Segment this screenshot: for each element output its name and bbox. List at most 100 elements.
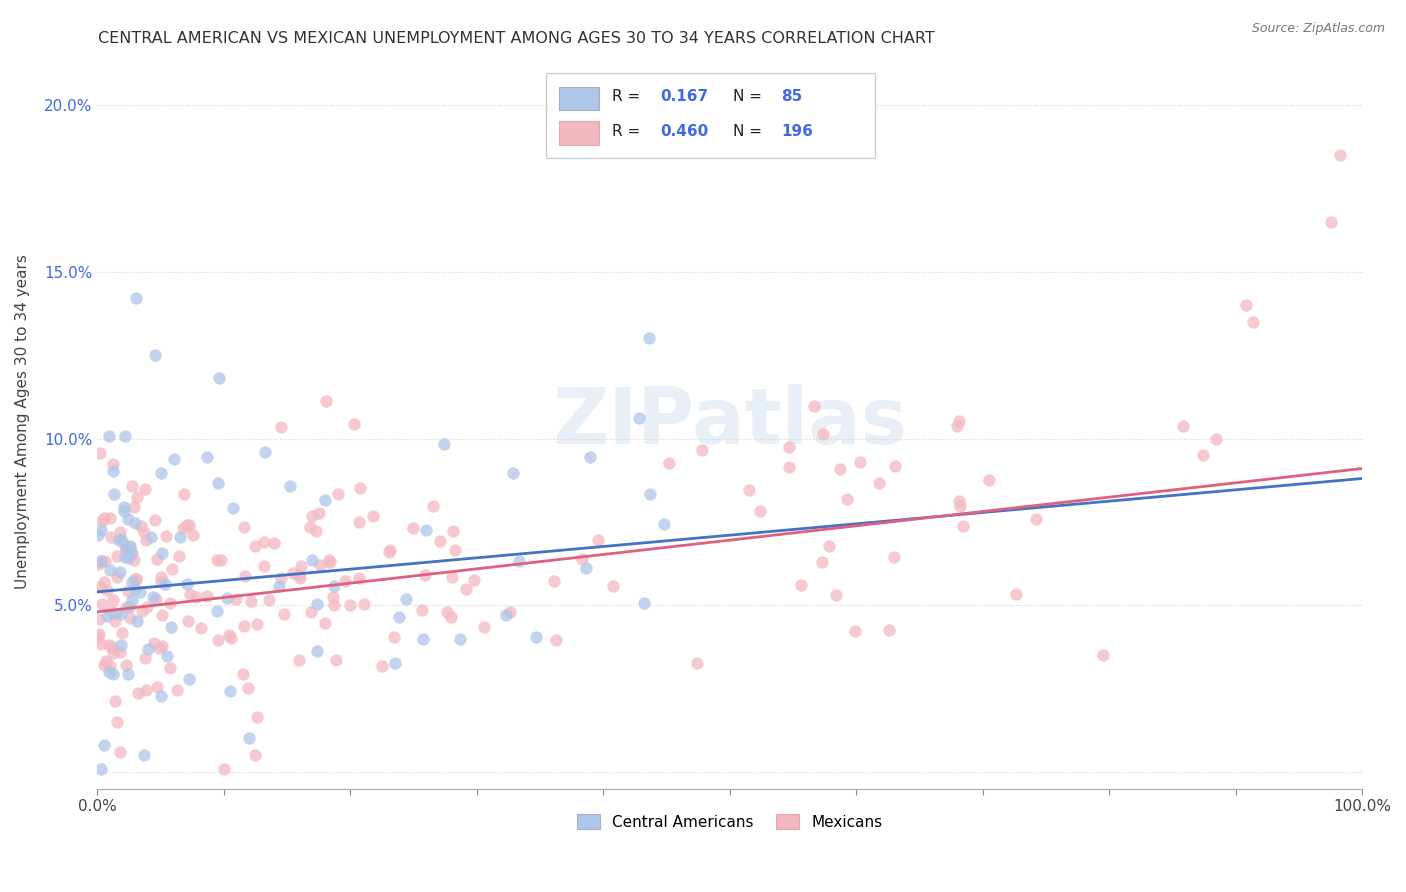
Point — [1236, 298, 1258, 312]
Point — [273, 607, 295, 622]
Point — [207, 632, 229, 647]
Point — [221, 501, 243, 516]
Point — [640, 487, 662, 501]
Point — [98, 659, 121, 673]
Point — [1205, 432, 1227, 446]
Point — [686, 656, 709, 670]
Point — [811, 555, 834, 569]
Point — [575, 561, 598, 575]
Point — [163, 452, 186, 467]
Point — [143, 348, 166, 362]
Point — [169, 549, 191, 564]
FancyBboxPatch shape — [546, 73, 875, 158]
Point — [93, 738, 115, 752]
Point — [586, 533, 609, 548]
Point — [121, 546, 143, 560]
Point — [395, 591, 418, 606]
Point — [124, 582, 146, 596]
Point — [124, 516, 146, 530]
Point — [117, 667, 139, 681]
Point — [948, 414, 970, 428]
Point — [207, 476, 229, 491]
Point — [817, 539, 839, 553]
Point — [195, 589, 218, 603]
Point — [301, 552, 323, 566]
Point — [205, 604, 228, 618]
Point — [811, 427, 834, 442]
Point — [778, 459, 800, 474]
Point — [108, 533, 131, 547]
Point — [115, 541, 138, 556]
Point — [415, 523, 437, 537]
Point — [371, 659, 394, 673]
Point — [114, 543, 136, 558]
Point — [186, 591, 208, 605]
Point — [127, 686, 149, 700]
Point — [253, 559, 276, 574]
Text: 0.460: 0.460 — [659, 124, 709, 139]
Point — [90, 637, 112, 651]
Point — [444, 543, 467, 558]
Legend: Central Americans, Mexicans: Central Americans, Mexicans — [571, 807, 889, 836]
Point — [190, 621, 212, 635]
Point — [179, 672, 201, 686]
FancyBboxPatch shape — [558, 87, 599, 110]
Point — [868, 476, 890, 491]
Point — [323, 578, 346, 592]
Point — [315, 393, 337, 408]
Point — [129, 519, 152, 533]
Point — [218, 684, 240, 698]
Point — [318, 556, 340, 570]
Text: CENTRAL AMERICAN VS MEXICAN UNEMPLOYMENT AMONG AGES 30 TO 34 YEARS CORRELATION C: CENTRAL AMERICAN VS MEXICAN UNEMPLOYMENT… — [98, 31, 935, 46]
Point — [125, 572, 148, 586]
Point — [118, 539, 141, 553]
Point — [449, 632, 471, 647]
Point — [546, 633, 568, 648]
Point — [571, 551, 593, 566]
Point — [169, 530, 191, 544]
Point — [114, 549, 136, 564]
Point — [105, 714, 128, 729]
Point — [100, 510, 122, 524]
Point — [121, 479, 143, 493]
Point — [103, 487, 125, 501]
Point — [257, 593, 280, 607]
Point — [150, 546, 173, 560]
Point — [245, 539, 267, 553]
Point — [135, 683, 157, 698]
Point — [87, 557, 110, 571]
Point — [135, 533, 157, 547]
Point — [87, 630, 110, 644]
Point — [353, 597, 375, 611]
Point — [115, 541, 138, 556]
Point — [108, 645, 131, 659]
Point — [270, 571, 292, 585]
Text: R =: R = — [612, 89, 645, 104]
Point — [107, 570, 129, 584]
Point — [90, 523, 112, 537]
Point — [183, 528, 205, 542]
Point — [314, 492, 336, 507]
Point — [290, 559, 312, 574]
Point — [125, 491, 148, 505]
Point — [117, 550, 139, 565]
Point — [627, 410, 650, 425]
Point — [278, 479, 301, 493]
Point — [112, 504, 135, 518]
Point — [347, 515, 370, 529]
Point — [382, 630, 405, 644]
Point — [176, 517, 198, 532]
Point — [436, 605, 458, 619]
Point — [97, 638, 120, 652]
Point — [143, 636, 166, 650]
Point — [100, 530, 122, 544]
Point — [96, 609, 118, 624]
Point — [218, 628, 240, 642]
Point — [1092, 648, 1115, 663]
Point — [652, 516, 675, 531]
Point — [98, 564, 121, 578]
Point — [149, 570, 172, 584]
Point — [326, 487, 349, 501]
Point — [132, 525, 155, 540]
Point — [578, 450, 600, 464]
